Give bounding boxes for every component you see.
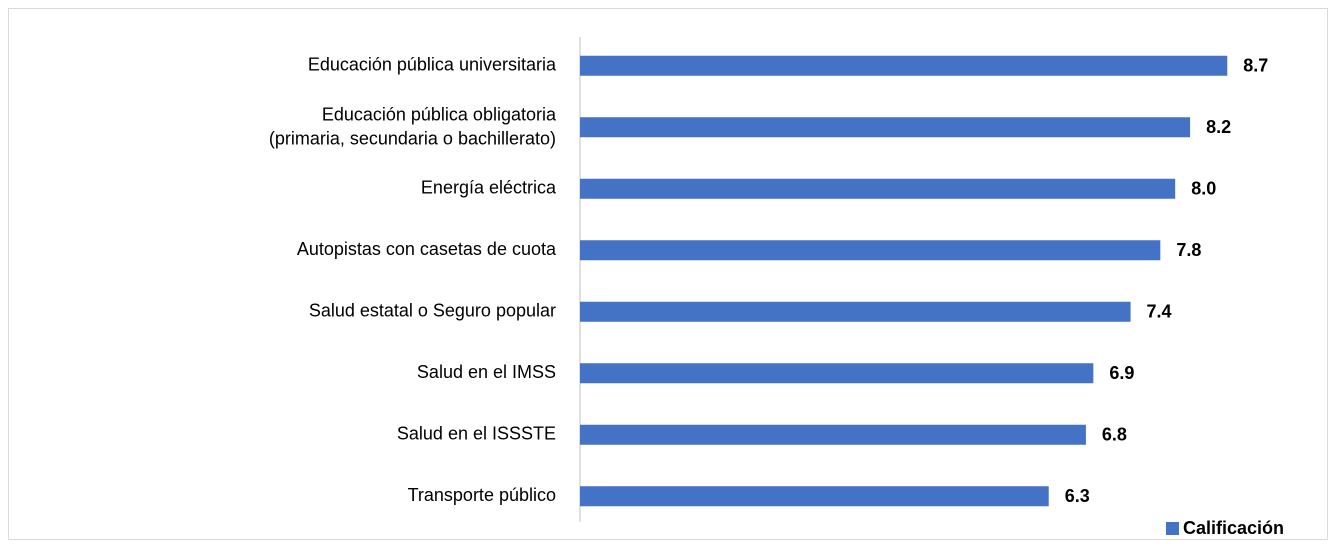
value-label: 7.4 [1147,302,1172,322]
bar [580,424,1086,445]
bar [580,301,1131,322]
value-label: 8.0 [1191,179,1216,199]
category-label: Transporte público [408,485,556,505]
value-label: 6.3 [1065,486,1090,506]
value-label: 8.7 [1243,56,1268,76]
chart-border [8,8,1328,540]
bar [580,240,1161,261]
category-label: Salud estatal o Seguro popular [309,301,556,321]
category-label: Autopistas con casetas de cuota [297,239,557,259]
category-label: Educación pública obligatoria (primaria, … [269,104,557,148]
category-label: Salud en el IMSS [417,362,556,382]
bar [580,486,1049,507]
legend-swatch [1166,522,1179,535]
category-label: Salud en el ISSSTE [397,424,556,444]
value-label: 6.8 [1102,425,1127,445]
category-label: Energía eléctrica [421,178,557,198]
bar [580,55,1228,76]
category-label: Educación pública universitaria [308,55,557,75]
legend-label: Calificación [1183,518,1284,538]
value-label: 8.2 [1206,117,1231,137]
value-label: 7.8 [1176,240,1201,260]
bar [580,363,1094,384]
bar [580,117,1191,138]
value-label: 6.9 [1109,363,1134,383]
bar [580,178,1176,199]
